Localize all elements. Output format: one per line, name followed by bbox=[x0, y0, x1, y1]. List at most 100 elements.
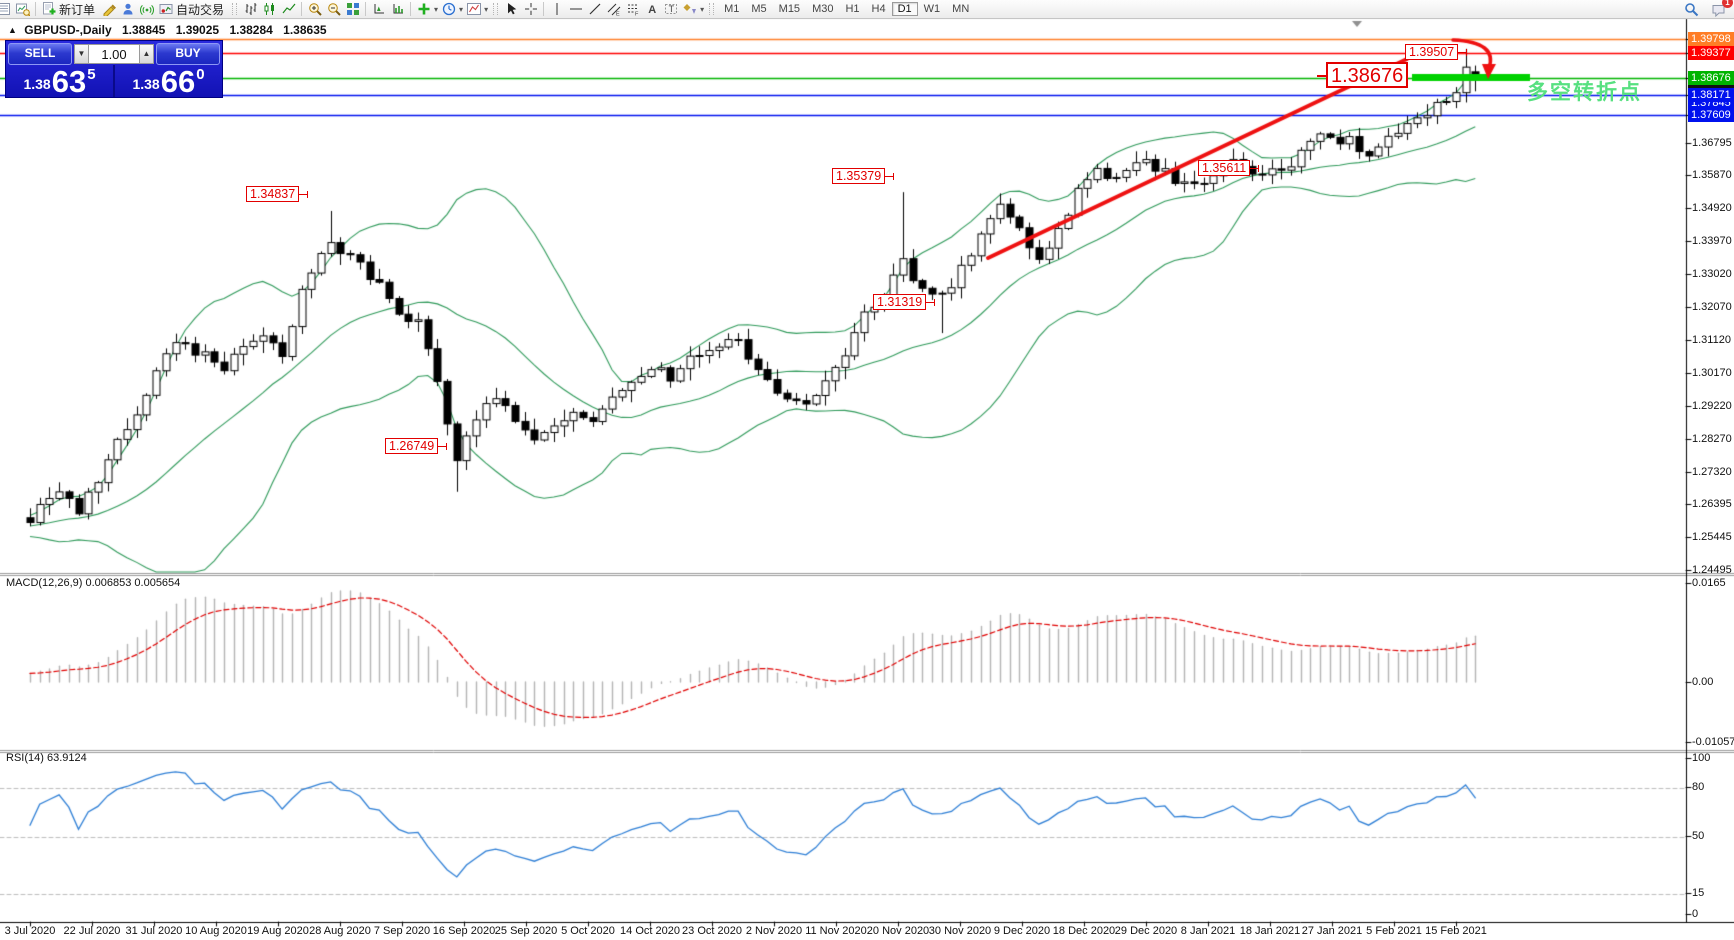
volume-value[interactable]: 1.00 bbox=[89, 44, 139, 64]
bar-chart-mode-icon[interactable] bbox=[241, 1, 260, 17]
buy-price[interactable]: 1.38 66 0 bbox=[115, 65, 222, 97]
date-axis-label[interactable]: 29 Dec 2020 bbox=[1114, 925, 1178, 937]
line-chart-mode-icon[interactable] bbox=[279, 1, 298, 17]
date-axis-label[interactable]: 27 Jan 2021 bbox=[1301, 925, 1363, 937]
price-callout[interactable]: 1.39507 bbox=[1405, 44, 1468, 60]
indicator-window-icon[interactable] bbox=[369, 1, 388, 17]
price-callout[interactable]: 1.31319 bbox=[873, 294, 936, 310]
buy-button[interactable]: BUY bbox=[156, 43, 220, 65]
timeframe-button-h4[interactable]: H4 bbox=[871, 3, 886, 15]
date-axis-label[interactable]: 22 Jul 2020 bbox=[63, 925, 121, 937]
candlestick-mode-icon[interactable] bbox=[260, 1, 279, 17]
sell-price[interactable]: 1.38 63 5 bbox=[6, 65, 115, 97]
price-callout[interactable]: 1.26749 bbox=[385, 438, 448, 454]
channel-tool-icon[interactable]: E bbox=[604, 1, 623, 17]
sell-button[interactable]: SELL bbox=[8, 43, 72, 65]
date-axis-label[interactable]: 25 Sep 2020 bbox=[494, 925, 558, 937]
date-axis-label[interactable]: 31 Jul 2020 bbox=[125, 925, 183, 937]
rsi-axis-tick: 50 bbox=[1692, 830, 1705, 842]
date-axis-label[interactable]: 7 Sep 2020 bbox=[373, 925, 431, 937]
chinese-annotation[interactable]: 多空转折点 bbox=[1527, 81, 1642, 104]
sell-price-base: 1.38 bbox=[23, 76, 51, 92]
timeframe-button-m15[interactable]: M15 bbox=[778, 3, 801, 15]
market-watch-icon[interactable] bbox=[0, 1, 13, 17]
date-axis-label[interactable]: 5 Oct 2020 bbox=[561, 925, 615, 937]
sell-price-sup: 5 bbox=[87, 66, 96, 83]
date-axis-label[interactable]: 14 Oct 2020 bbox=[620, 925, 680, 937]
date-axis-label[interactable]: 30 Nov 2020 bbox=[928, 925, 992, 937]
callout-tick-end bbox=[307, 191, 309, 198]
date-axis-label[interactable]: 18 Jan 2021 bbox=[1239, 925, 1301, 937]
community-icon[interactable] bbox=[118, 1, 137, 17]
callout-tick bbox=[885, 176, 894, 177]
trendline-tool-icon[interactable] bbox=[585, 1, 604, 17]
symbol-title: ▲ GBPUSD-,Daily 1.38845 1.39025 1.38284 … bbox=[8, 23, 327, 37]
date-axis-label[interactable]: 5 Feb 2021 bbox=[1366, 925, 1422, 937]
cursor-tool-icon[interactable] bbox=[502, 1, 521, 17]
date-axis-label[interactable]: 2 Nov 2020 bbox=[745, 925, 803, 937]
template-caret-icon[interactable]: ▾ bbox=[484, 4, 489, 14]
date-axis-label[interactable]: 20 Nov 2020 bbox=[866, 925, 930, 937]
timeframe-button-mn[interactable]: MN bbox=[952, 3, 970, 15]
period-caret-icon[interactable]: ▾ bbox=[459, 4, 464, 14]
timeframe-button-d1[interactable]: D1 bbox=[891, 2, 918, 16]
shapes-caret-icon[interactable]: ▾ bbox=[700, 4, 705, 14]
date-axis-label[interactable]: 23 Oct 2020 bbox=[682, 925, 742, 937]
autotrading-icon[interactable] bbox=[156, 1, 175, 17]
timeframe-button-h1[interactable]: H1 bbox=[845, 3, 860, 15]
date-axis-label[interactable]: 16 Sep 2020 bbox=[432, 925, 496, 937]
volume-decrease-button[interactable]: ▼ bbox=[74, 44, 89, 64]
add-indicator-caret-icon[interactable]: ▾ bbox=[434, 4, 439, 14]
tester-icon[interactable] bbox=[13, 1, 32, 17]
period-clock-icon[interactable] bbox=[439, 1, 458, 17]
template-icon[interactable] bbox=[464, 1, 483, 17]
date-axis-label[interactable]: 28 Aug 2020 bbox=[309, 925, 371, 937]
indicator-window-alt-icon[interactable] bbox=[388, 1, 407, 17]
date-axis-label[interactable]: 19 Aug 2020 bbox=[247, 925, 309, 937]
collapse-marker-icon[interactable]: ▲ bbox=[8, 25, 17, 35]
shapes-tool-icon[interactable] bbox=[680, 1, 699, 17]
metaeditor-icon[interactable] bbox=[99, 1, 118, 17]
notifications-chat-icon[interactable]: 1 bbox=[1709, 0, 1733, 17]
new-order-label[interactable]: 新订单 bbox=[59, 2, 96, 17]
horizontal-line-tool-icon[interactable] bbox=[566, 1, 585, 17]
price-callout[interactable]: 1.35611 bbox=[1198, 160, 1260, 176]
volume-increase-button[interactable]: ▲ bbox=[139, 44, 154, 64]
zoom-in-icon[interactable] bbox=[305, 1, 324, 17]
autotrading-label[interactable]: 自动交易 bbox=[176, 2, 225, 17]
new-order-icon[interactable] bbox=[39, 1, 58, 17]
zoom-out-icon[interactable] bbox=[324, 1, 343, 17]
svg-text:A: A bbox=[648, 4, 656, 16]
price-line-label: 1.38171 bbox=[1688, 88, 1734, 102]
date-axis-label[interactable]: 11 Nov 2020 bbox=[805, 925, 867, 937]
signal-icon[interactable] bbox=[137, 1, 156, 17]
timeframe-group: M1 M5 M15 M30 H1 H4 D1 W1 MN bbox=[718, 1, 975, 17]
svg-text:F: F bbox=[635, 12, 639, 17]
timeframe-button-m30[interactable]: M30 bbox=[812, 3, 834, 15]
timeframe-button-w1[interactable]: W1 bbox=[923, 3, 941, 15]
add-indicator-icon[interactable] bbox=[414, 1, 433, 17]
search-icon[interactable] bbox=[1682, 1, 1701, 17]
timeframe-button-m1[interactable]: M1 bbox=[724, 3, 740, 15]
date-axis-label[interactable]: 3 Jul 2020 bbox=[4, 925, 56, 937]
timeframe-button-m5[interactable]: M5 bbox=[751, 3, 767, 15]
date-axis-label[interactable]: 9 Dec 2020 bbox=[993, 925, 1051, 937]
tile-windows-icon[interactable] bbox=[343, 1, 362, 17]
price-callout[interactable]: 1.34837 bbox=[246, 186, 309, 202]
fibonacci-tool-icon[interactable]: F bbox=[623, 1, 642, 17]
vertical-line-tool-icon[interactable] bbox=[547, 1, 566, 17]
key-level-callout[interactable]: 1.38676 bbox=[1317, 62, 1409, 88]
notification-badge: 1 bbox=[1722, 0, 1733, 8]
crosshair-tool-icon[interactable] bbox=[521, 1, 540, 17]
date-axis-label[interactable]: 18 Dec 2020 bbox=[1052, 925, 1116, 937]
date-axis-label[interactable]: 10 Aug 2020 bbox=[185, 925, 247, 937]
text-tool-icon[interactable]: A bbox=[642, 1, 661, 17]
rsi-axis-tick: 0 bbox=[1692, 908, 1699, 920]
date-axis-label[interactable]: 8 Jan 2021 bbox=[1180, 925, 1236, 937]
date-axis-label[interactable]: 15 Feb 2021 bbox=[1425, 925, 1487, 937]
price-axis-tick: 1.27320 bbox=[1692, 466, 1732, 478]
price-callout[interactable]: 1.35379 bbox=[832, 168, 895, 184]
text-label-tool-icon[interactable]: T bbox=[661, 1, 680, 17]
